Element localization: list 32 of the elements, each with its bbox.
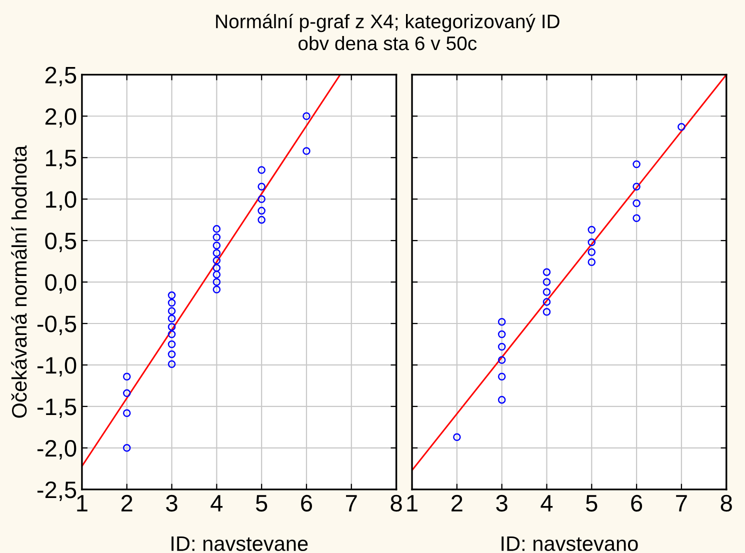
x-tick-label: 6 <box>631 494 642 512</box>
y-tick-label: 1,0 <box>46 191 76 211</box>
y-tick-label: 2,5 <box>45 66 76 86</box>
y-tick-label: 0,5 <box>45 232 76 252</box>
x-tick-label: 1 <box>77 495 88 512</box>
x-tick-label: 3 <box>166 494 178 512</box>
y-tick-label: 1,5 <box>46 150 76 170</box>
x-tick-label: 5 <box>586 495 598 512</box>
chart-title: Normální p-graf z X4; kategorizovaný ID <box>216 14 560 32</box>
y-tick-label: -2,5 <box>37 481 76 501</box>
y-tick-label: 2,0 <box>45 108 76 128</box>
x-tick-label: 4 <box>540 495 553 512</box>
y-tick-label: -2,0 <box>37 440 76 460</box>
x-tick-label: 4 <box>210 495 223 512</box>
x-tick-label: 8 <box>720 494 732 512</box>
y-tick-label: 0,0 <box>45 274 76 294</box>
x-axis-title: ID: navstevane <box>172 536 308 552</box>
x-tick-label: 3 <box>496 494 508 512</box>
x-axis-title: ID: navstevano <box>502 536 638 552</box>
y-tick-label: -0,5 <box>37 316 76 336</box>
chart-subtitle: obv dena sta 6 v 50c <box>298 36 477 50</box>
x-tick-label: 5 <box>256 495 268 512</box>
y-tick-label: -1,5 <box>37 398 76 418</box>
x-tick-label: 2 <box>452 494 462 512</box>
x-tick-label: 7 <box>676 495 687 512</box>
y-axis-title: Očekávaná normální hodnota <box>11 145 27 418</box>
x-tick-label: 1 <box>407 495 418 512</box>
x-tick-label: 6 <box>301 494 312 512</box>
x-tick-label: 2 <box>121 494 132 512</box>
x-tick-label: 7 <box>346 495 357 512</box>
x-tick-label: 8 <box>390 494 402 512</box>
y-tick-label: -1,0 <box>37 357 76 377</box>
